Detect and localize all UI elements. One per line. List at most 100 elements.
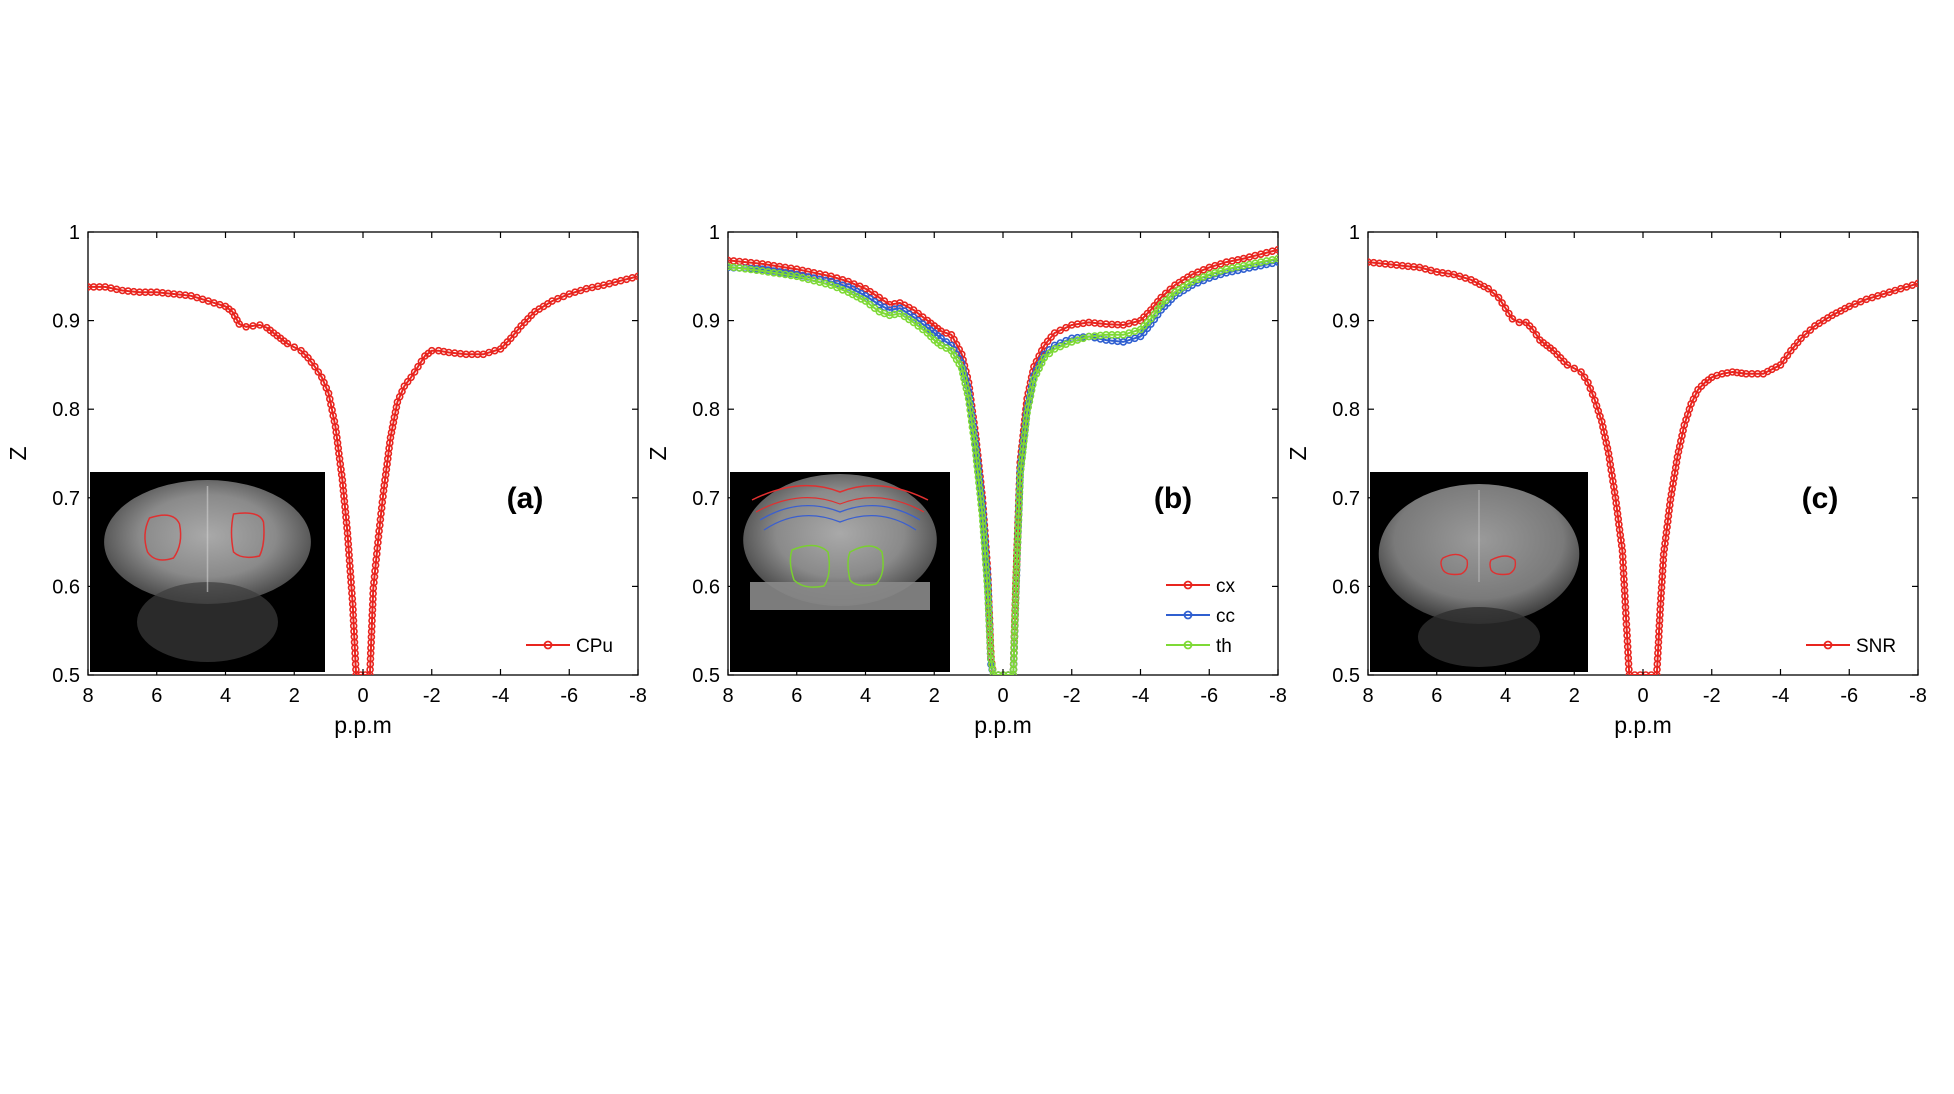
x-tick-label: 4 xyxy=(220,685,231,707)
x-tick-label: -8 xyxy=(629,685,647,707)
series-point xyxy=(1797,334,1805,343)
y-tick-label: 0.6 xyxy=(1332,576,1360,598)
series-point xyxy=(1040,353,1049,362)
y-tick-label: 1 xyxy=(709,222,720,244)
series-point xyxy=(918,325,927,334)
series-point xyxy=(1062,323,1070,332)
series-point xyxy=(361,671,370,675)
series-point xyxy=(427,346,436,355)
x-tick-label: 8 xyxy=(1362,685,1373,707)
series-line-SNR xyxy=(1368,261,1918,675)
series-point xyxy=(1780,356,1788,365)
x-axis-label: p.p.m xyxy=(334,712,392,738)
series-point xyxy=(417,357,426,366)
chart-panel-b: 8 6 4 2 0 -2 -4 -6 -8 0.5 0.6 0.7 0.8 0.9 1 p.p.m Z (b) cx… xyxy=(645,222,1287,738)
y-tick-label: 0.9 xyxy=(1332,311,1360,333)
series-point xyxy=(414,362,422,371)
panel-label: (b) xyxy=(1154,482,1192,515)
series-point xyxy=(866,300,874,309)
series-point xyxy=(1004,671,1013,675)
y-tick-label: 1 xyxy=(1349,222,1360,244)
x-tick-label: 2 xyxy=(289,685,300,707)
y-tick-label: 0.7 xyxy=(52,488,80,510)
y-tick-label: 0.5 xyxy=(1332,665,1360,687)
series-point xyxy=(1580,373,1589,382)
series-point xyxy=(1914,279,1918,288)
legend: CPu xyxy=(526,636,613,657)
series-point xyxy=(1505,309,1513,318)
series-point xyxy=(283,339,292,348)
series-point xyxy=(1498,299,1506,307)
series-point xyxy=(311,362,319,371)
series-point xyxy=(242,322,250,331)
series-point xyxy=(994,671,1003,675)
y-axis-label: Z xyxy=(5,446,31,460)
x-tick-label: -8 xyxy=(1909,685,1927,707)
series-point xyxy=(861,297,870,305)
series-point xyxy=(1274,254,1278,263)
chart-panel-a: 8 6 4 2 0 -2 -4 -6 -8 0.5 0.6 0.7 0.8 0.9 1 p.p.m Z (a) CP… xyxy=(5,222,647,738)
series-point xyxy=(1045,349,1054,358)
series-point xyxy=(1489,289,1498,297)
legend-entry: CPu xyxy=(576,636,613,657)
series-point xyxy=(1570,364,1579,373)
series-point xyxy=(1150,310,1159,318)
brain-mri-icon xyxy=(1370,472,1588,672)
series-point xyxy=(1153,305,1162,314)
x-axis-label: p.p.m xyxy=(1614,712,1672,738)
series-point xyxy=(1166,292,1175,301)
series-point xyxy=(1050,329,1059,337)
legend-entry: cx xyxy=(1216,576,1236,597)
y-axis-label: Z xyxy=(1285,446,1311,460)
x-tick-label: -2 xyxy=(1703,685,1721,707)
x-tick-label: 0 xyxy=(357,685,368,707)
series-point xyxy=(1161,296,1170,305)
series-point xyxy=(1577,368,1585,376)
x-tick-label: -4 xyxy=(1772,685,1790,707)
series-point xyxy=(959,369,967,378)
series-point xyxy=(1508,314,1517,323)
x-tick-label: 2 xyxy=(929,685,940,707)
series-point xyxy=(391,408,400,417)
series-point xyxy=(909,306,918,314)
series-point xyxy=(1157,300,1165,309)
series-point xyxy=(352,671,360,675)
x-tick-label: 2 xyxy=(1569,685,1580,707)
x-tick-label: -8 xyxy=(1269,685,1287,707)
series-point xyxy=(1636,671,1645,675)
legend: cx cc th xyxy=(1166,576,1236,657)
series-point xyxy=(307,358,316,367)
series-point xyxy=(914,309,923,318)
series-point xyxy=(961,379,970,388)
legend: SNR xyxy=(1806,636,1896,657)
series-point xyxy=(1783,351,1792,360)
x-tick-label: -4 xyxy=(492,685,510,707)
series-group xyxy=(1368,258,1918,675)
y-tick-label: 0.8 xyxy=(692,399,720,421)
series-point xyxy=(914,322,923,330)
series-point xyxy=(1631,671,1639,675)
panel-label: (a) xyxy=(507,482,544,515)
series-point xyxy=(870,304,879,313)
series-point xyxy=(989,671,998,675)
x-tick-label: 0 xyxy=(997,685,1008,707)
x-tick-label: -2 xyxy=(1063,685,1081,707)
y-axis-label: Z xyxy=(645,446,671,460)
series-point xyxy=(314,368,323,376)
x-tick-label: -6 xyxy=(1200,685,1218,707)
y-tick-label: 0.5 xyxy=(692,665,720,687)
series-point xyxy=(1647,671,1656,675)
y-tick-label: 0.9 xyxy=(692,311,720,333)
series-point xyxy=(256,321,264,329)
series-point xyxy=(235,320,244,328)
y-tick-label: 0.7 xyxy=(1332,488,1360,510)
series-point xyxy=(1801,330,1810,339)
series-point xyxy=(1563,361,1572,369)
x-tick-label: 8 xyxy=(82,685,93,707)
series-group xyxy=(88,272,638,675)
series-point xyxy=(1737,369,1746,378)
y-tick-label: 0.8 xyxy=(1332,399,1360,421)
x-tick-label: 6 xyxy=(1431,685,1442,707)
series-point xyxy=(1733,368,1741,377)
